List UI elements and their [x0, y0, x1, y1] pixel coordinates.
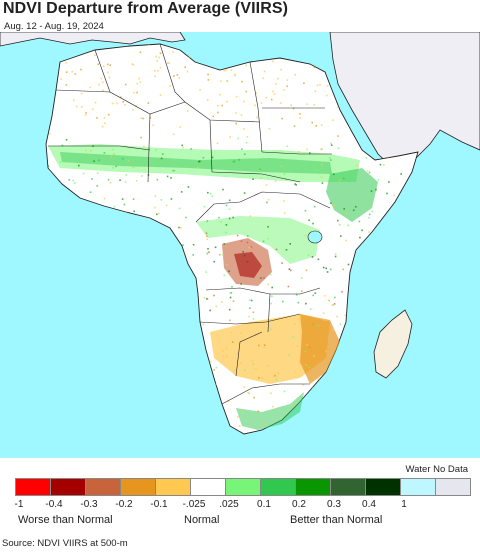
sahel-band-dark	[60, 152, 332, 174]
legend-tick-label: -.025	[182, 499, 206, 510]
legend-normal-label: Normal	[184, 514, 220, 526]
legend-tick-label: -1	[14, 499, 24, 510]
legend-tick-label: 0.2	[292, 499, 306, 510]
legend-tick-label: 1	[401, 499, 407, 510]
water-no-data-label: Water No Data	[405, 464, 468, 475]
country-borders	[48, 43, 332, 405]
legend-tick-label: .025	[219, 499, 239, 510]
legend-swatch	[330, 478, 366, 496]
congo-anomaly-core	[234, 252, 262, 278]
legend-tick-label: -0.3	[80, 499, 98, 510]
legend-tick-label: 0.4	[362, 499, 376, 510]
legend-tick-label: -0.4	[45, 499, 63, 510]
sahel-band	[48, 144, 360, 182]
legend: Water No Data -1 -0.4 -0.3 -0.2 -0.1 -.025 .02…	[0, 460, 480, 540]
legend-swatch	[295, 478, 331, 496]
legend-swatch	[400, 478, 436, 496]
southern-dry-zone	[210, 314, 330, 384]
legend-tick-label: -0.2	[115, 499, 133, 510]
legend-tick-label: 0.3	[327, 499, 341, 510]
legend-swatch	[85, 478, 121, 496]
legend-swatch	[15, 478, 51, 496]
ethiopia-green	[326, 168, 378, 222]
map-title: NDVI Departure from Average (VIIRS)	[3, 0, 289, 17]
central-green	[196, 216, 320, 264]
legend-swatch	[155, 478, 191, 496]
mozambique-dry	[300, 314, 340, 384]
legend-swatch	[190, 478, 226, 496]
legend-better-label: Better than Normal	[290, 514, 383, 526]
legend-swatch	[435, 478, 471, 496]
south-africa-green	[236, 392, 304, 430]
legend-swatches	[15, 478, 471, 496]
legend-swatch	[260, 478, 296, 496]
lake-victoria	[307, 230, 323, 244]
legend-swatch	[120, 478, 156, 496]
southern-europe	[0, 32, 186, 47]
africa-ndvi-map	[0, 32, 480, 458]
legend-tick-label: -0.1	[150, 499, 168, 510]
legend-tick-label: 0.1	[257, 499, 271, 510]
legend-swatch	[225, 478, 261, 496]
legend-worse-label: Worse than Normal	[18, 514, 113, 526]
legend-swatch	[50, 478, 86, 496]
legend-swatch	[365, 478, 401, 496]
source-note: Source: NDVI VIIRS at 500-m	[2, 538, 128, 549]
madagascar	[373, 309, 413, 379]
legend-ticks: -1 -0.4 -0.3 -0.2 -0.1 -.025 .025 0.1 0.2 0.3 0.4 1	[0, 499, 480, 513]
date-range: Aug. 12 - Aug. 19, 2024	[4, 21, 104, 32]
